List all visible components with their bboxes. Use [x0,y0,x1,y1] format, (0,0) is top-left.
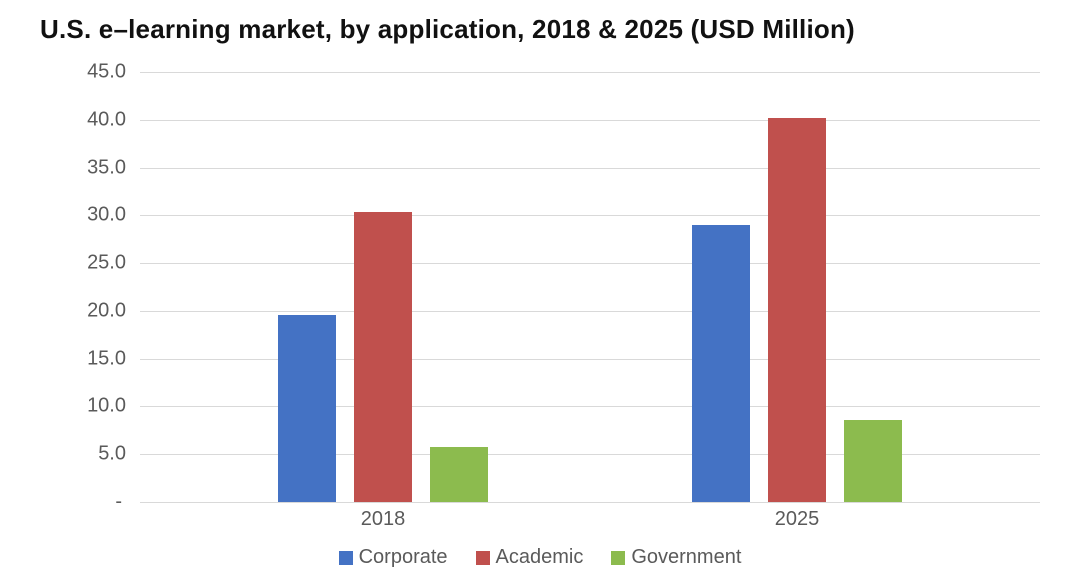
grid-line [140,168,1040,169]
legend-item-academic: Academic [476,546,584,569]
grid-line [140,72,1040,73]
legend-item-government: Government [611,546,741,569]
legend-item-corporate: Corporate [339,546,448,569]
chart-container: U.S. e–learning market, by application, … [0,0,1080,581]
bar-government-2018 [430,447,488,502]
bar-government-2025 [844,420,902,502]
grid-line [140,215,1040,216]
legend-label-government: Government [631,546,741,569]
y-tick-label: 40.0 [87,108,140,131]
y-tick-label: 25.0 [87,252,140,275]
grid-line [140,359,1040,360]
y-tick-label: 30.0 [87,204,140,227]
bar-academic-2018 [354,212,412,502]
bar-corporate-2018 [278,315,336,502]
y-tick-label: 45.0 [87,61,140,84]
legend-swatch-academic [476,551,490,565]
x-tick-label: 2025 [775,502,820,531]
y-tick-label: 5.0 [98,443,140,466]
grid-line [140,406,1040,407]
bar-corporate-2025 [692,225,750,502]
grid-line [140,502,1040,503]
y-tick-label: 35.0 [87,156,140,179]
y-tick-label: 20.0 [87,299,140,322]
y-tick-label: 15.0 [87,347,140,370]
legend-label-academic: Academic [496,546,584,569]
y-tick-label: - [115,491,140,514]
chart-title: U.S. e–learning market, by application, … [40,14,855,45]
grid-line [140,454,1040,455]
legend-label-corporate: Corporate [359,546,448,569]
grid-line [140,263,1040,264]
legend-swatch-corporate [339,551,353,565]
bar-academic-2025 [768,118,826,502]
grid-line [140,311,1040,312]
x-tick-label: 2018 [361,502,406,531]
y-tick-label: 10.0 [87,395,140,418]
legend-swatch-government [611,551,625,565]
legend: Corporate Academic Government [0,546,1080,569]
plot-area: -5.010.015.020.025.030.035.040.045.02018… [140,72,1040,502]
grid-line [140,120,1040,121]
